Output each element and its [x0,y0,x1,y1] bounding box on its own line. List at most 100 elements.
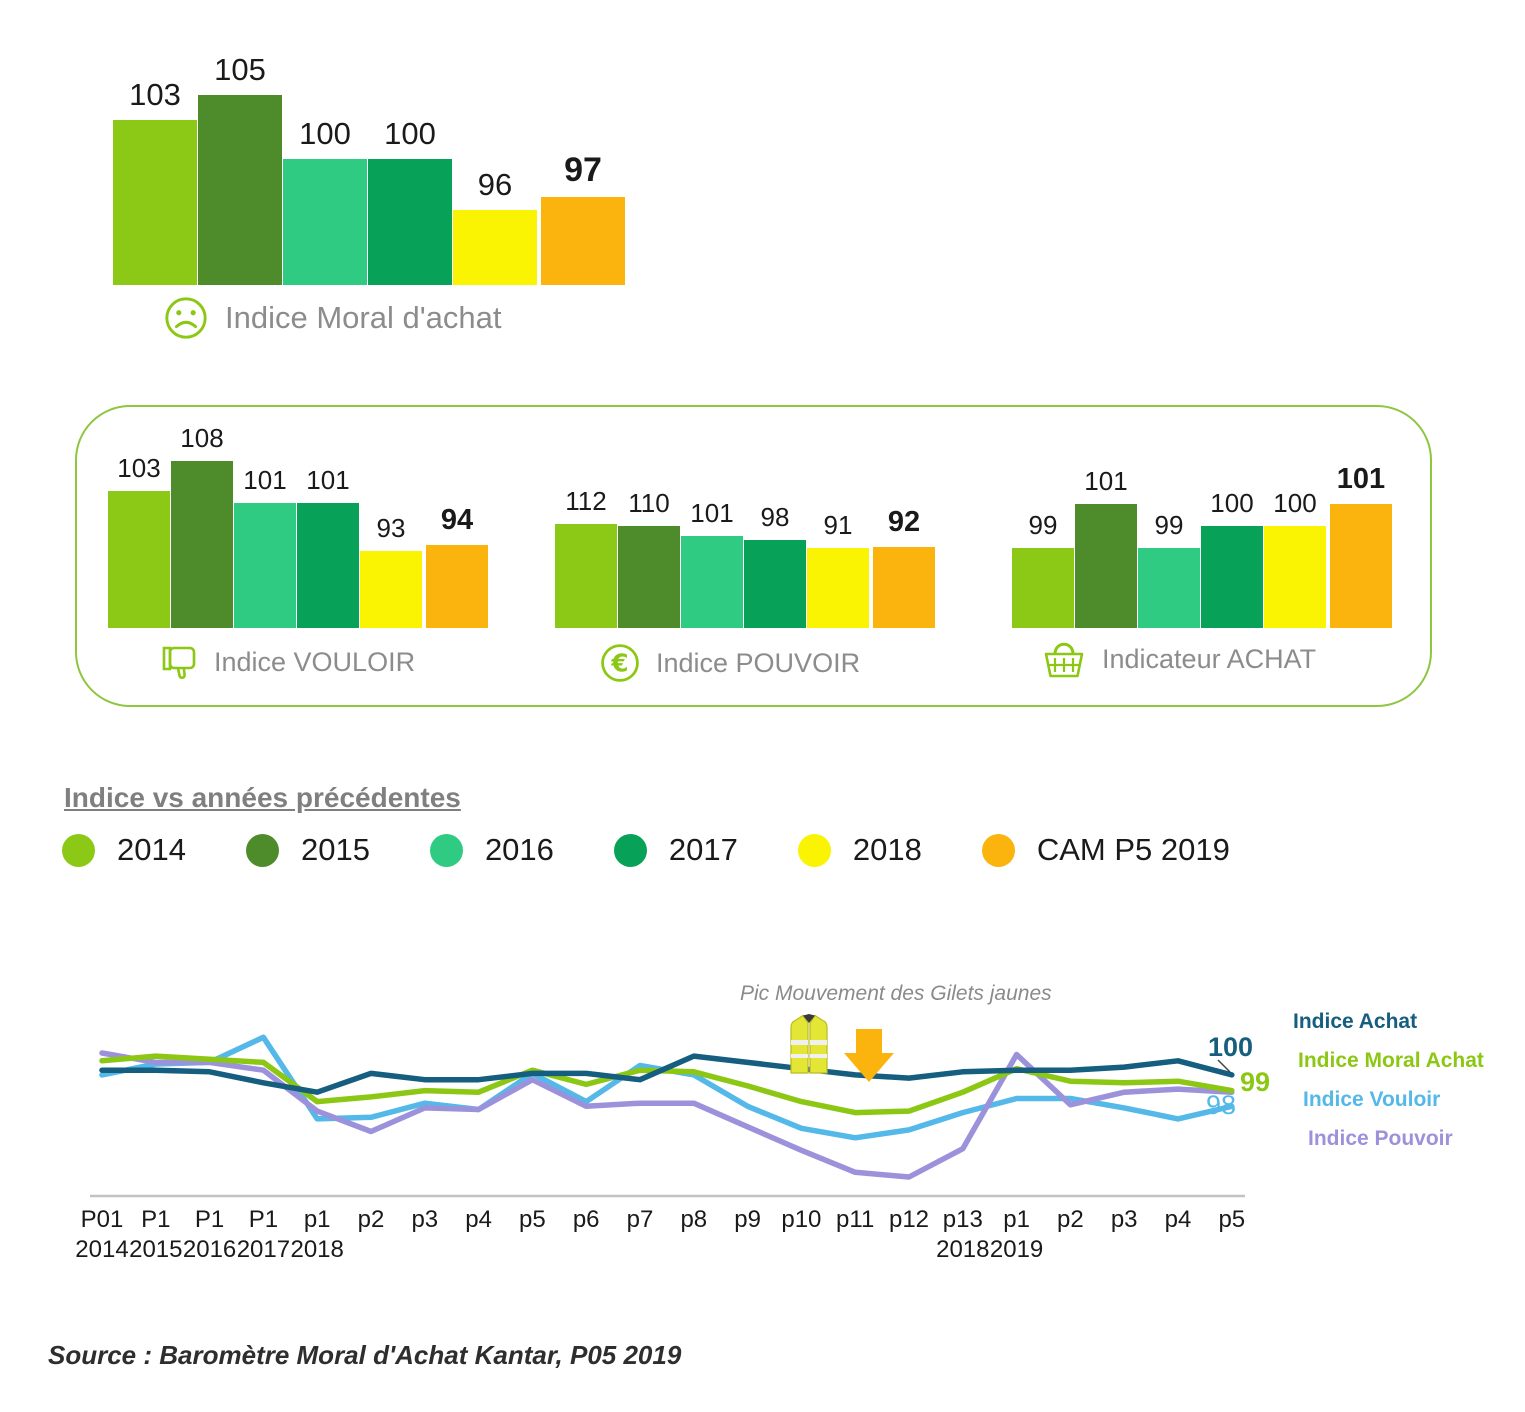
moral-bar-CAM-P5-2019: 97 [541,153,625,285]
yellow-vest-icon [790,1014,828,1074]
line-indice-achat [99,1053,1235,1095]
vouloir-bar-rect [360,551,422,628]
legend-year-label: 2015 [300,832,370,867]
source-note: Source : Baromètre Moral d'Achat Kantar,… [48,1340,682,1370]
year-legend: 2014 2015 2016 2017 2018 CAM P5 2019 [62,832,1230,868]
legend-year-label: 2018 [852,832,922,867]
year-dot-icon [245,833,279,867]
moral-value-label: 96 [477,167,513,202]
achat-value-label: 101 [1336,463,1386,495]
vouloir-bar-rect [171,461,233,628]
moral-bar-rect [541,197,625,285]
year-dot-icon [62,833,95,867]
legend-item-2014: 2014 [62,832,186,868]
vouloir-title: Indice VOULOIR [214,646,416,677]
moral-value-label: 105 [214,52,266,87]
moral-achat-bar-chart: 103 105 100 100 96 97 [113,54,625,285]
legend-year-label: 2014 [117,832,186,867]
moral-bar-rect [113,120,197,285]
achat-bar-rect [1138,548,1200,628]
end-label-indice-moral-achat: 99 [1240,1067,1271,1097]
sad-face-icon [165,297,207,339]
moral-bar-2018: 96 [453,169,537,285]
legend-year-label: 2017 [668,832,738,867]
moral-value-label: 97 [564,151,602,189]
moral-bar-2016: 100 [283,118,367,285]
achat-bar-rect [1264,526,1326,628]
pouvoir-bar-rect [744,540,806,628]
achat-bar-2016: 99 [1138,512,1200,628]
vouloir-bar-2018: 93 [360,515,422,628]
achat-bar-rect [1012,548,1074,628]
line-legend-indice-vouloir: Indice Vouloir [1303,1088,1441,1111]
pouvoir-value-label: 110 [628,488,670,518]
line-indice-vouloir [99,1034,1235,1141]
moral-bar-rect [453,210,537,285]
vouloir-bar-2017: 101 [297,467,359,628]
legend-year-label: CAM P5 2019 [1036,832,1230,867]
legend-item-2017: 2017 [613,832,738,868]
moral-bar-2015: 105 [198,54,282,285]
annotation-text: Pic Mouvement des Gilets jaunes [740,982,1052,1005]
sub-indices-panel [75,405,1432,707]
pouvoir-caption: € Indice POUVOIR [598,641,860,685]
achat-bar-CAM-P5-2019: 101 [1330,465,1392,628]
moral-value-label: 103 [129,77,181,112]
pouvoir-bar-2018: 91 [807,512,869,628]
vouloir-value-label: 103 [117,453,161,483]
line-chart-legend: Indice Achat Indice Moral Achat Indice Vou… [1293,1010,1484,1166]
moral-bar-rect [368,159,452,285]
pouvoir-bar-rect [618,526,680,628]
year-dot-icon [613,833,647,867]
vouloir-value-label: 94 [440,504,474,536]
vouloir-value-label: 93 [376,513,406,543]
achat-bar-2018: 100 [1264,490,1326,628]
moral-bar-2014: 103 [113,79,197,285]
vouloir-bar-CAM-P5-2019: 94 [426,506,488,628]
vouloir-bar-rect [297,503,359,628]
line-legend-indice-pouvoir: Indice Pouvoir [1308,1127,1453,1150]
legend-item-2018: 2018 [797,832,922,868]
euro-icon: € [601,644,639,682]
vouloir-bar-chart: 103 108 101 101 93 94 [108,425,488,628]
vouloir-caption: Indice VOULOIR [160,641,415,683]
year-dot-icon [981,833,1015,867]
year-dot-icon [429,833,463,867]
year-dot-icon [797,833,831,867]
achat-value-label: 100 [1210,488,1254,518]
achat-bar-2015: 101 [1075,468,1137,628]
moral-bar-rect [283,159,367,285]
pouvoir-bar-2015: 110 [618,490,680,628]
evolution-line-chart [90,1034,1245,1198]
pouvoir-bar-2016: 101 [681,500,743,628]
legend-item-2015: 2015 [245,832,370,868]
svg-text:€: € [610,648,628,677]
basket-icon [1044,642,1084,678]
down-arrow-icon [844,1029,894,1082]
line-legend-indice-moral-achat: Indice Moral Achat [1298,1049,1484,1072]
achat-bar-rect [1201,526,1263,628]
vouloir-bar-2016: 101 [234,467,296,628]
pouvoir-title: Indice POUVOIR [656,647,861,678]
vouloir-bar-2014: 103 [108,455,170,628]
achat-bar-rect [1330,504,1392,628]
pouvoir-bar-rect [681,536,743,628]
achat-value-label: 101 [1084,466,1128,496]
pouvoir-bar-chart: 112 110 101 98 91 92 [555,488,935,628]
thumb-down-icon [162,646,196,679]
line-legend-indice-achat: Indice Achat [1293,1010,1418,1033]
pouvoir-bar-CAM-P5-2019: 92 [873,508,935,628]
pouvoir-bar-rect [873,547,935,628]
line-indice-moral-achat [99,1053,1235,1116]
pouvoir-bar-2014: 112 [555,488,617,628]
achat-bar-2014: 99 [1012,512,1074,628]
pouvoir-bar-2017: 98 [744,504,806,628]
vouloir-bar-rect [234,503,296,628]
achat-value-label: 99 [1028,510,1058,540]
pouvoir-value-label: 92 [887,506,921,538]
vouloir-value-label: 101 [243,465,287,495]
achat-value-label: 99 [1154,510,1184,540]
legend-year-label: 2016 [484,832,554,867]
pouvoir-value-label: 112 [565,486,607,516]
